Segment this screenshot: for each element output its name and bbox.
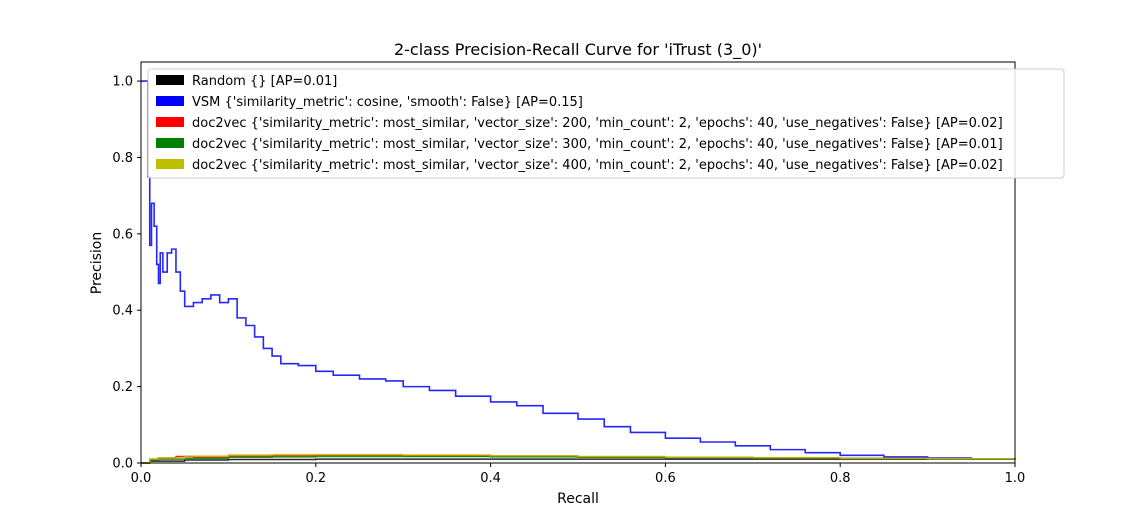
x-tick-label: 0.4	[480, 471, 501, 486]
y-tick-label: 0.0	[112, 457, 133, 472]
x-tick-label: 0.8	[830, 471, 851, 486]
y-axis-label: Precision	[89, 232, 105, 294]
y-tick-label: 0.4	[112, 304, 133, 319]
legend-entry: Random {} [AP=0.01]	[192, 74, 337, 89]
x-tick-label: 1.0	[1005, 471, 1026, 486]
plot-area	[141, 80, 1016, 464]
legend: Random {} [AP=0.01] VSM {'similarity_metr…	[147, 68, 1065, 179]
legend-swatch	[156, 96, 184, 106]
series-line-1	[141, 80, 1016, 460]
chart-title: 2-class Precision-Recall Curve for 'iTru…	[394, 40, 762, 60]
legend-swatch	[156, 75, 184, 85]
x-tick-label: 0.2	[305, 471, 326, 486]
x-axis: 0.0 0.2 0.4 0.6 0.8 1.0	[131, 463, 1026, 486]
x-tick-label: 0.0	[131, 471, 152, 486]
legend-box	[147, 68, 1065, 179]
x-axis-label: Recall	[557, 491, 599, 507]
series-line-0	[141, 458, 1015, 464]
legend-entry: doc2vec {'similarity_metric': most_simil…	[192, 158, 1003, 173]
legend-entry: VSM {'similarity_metric': cosine, 'smoot…	[192, 95, 583, 110]
axes-frame	[140, 61, 1016, 464]
y-tick-label: 0.6	[112, 227, 133, 242]
x-tick-label: 0.6	[655, 471, 676, 486]
legend-swatch	[156, 117, 184, 127]
y-tick-label: 0.2	[112, 380, 133, 395]
y-tick-label: 1.0	[112, 75, 133, 90]
series-line-4	[141, 453, 1016, 464]
legend-entry: doc2vec {'similarity_metric': most_simil…	[192, 137, 1003, 152]
legend-swatch	[156, 138, 184, 148]
y-axis: 0.0 0.2 0.4 0.6 0.8 1.0	[112, 75, 141, 472]
y-tick-label: 0.8	[112, 151, 133, 166]
legend-swatch	[156, 159, 184, 169]
legend-entry: doc2vec {'similarity_metric': most_simil…	[192, 116, 1003, 131]
